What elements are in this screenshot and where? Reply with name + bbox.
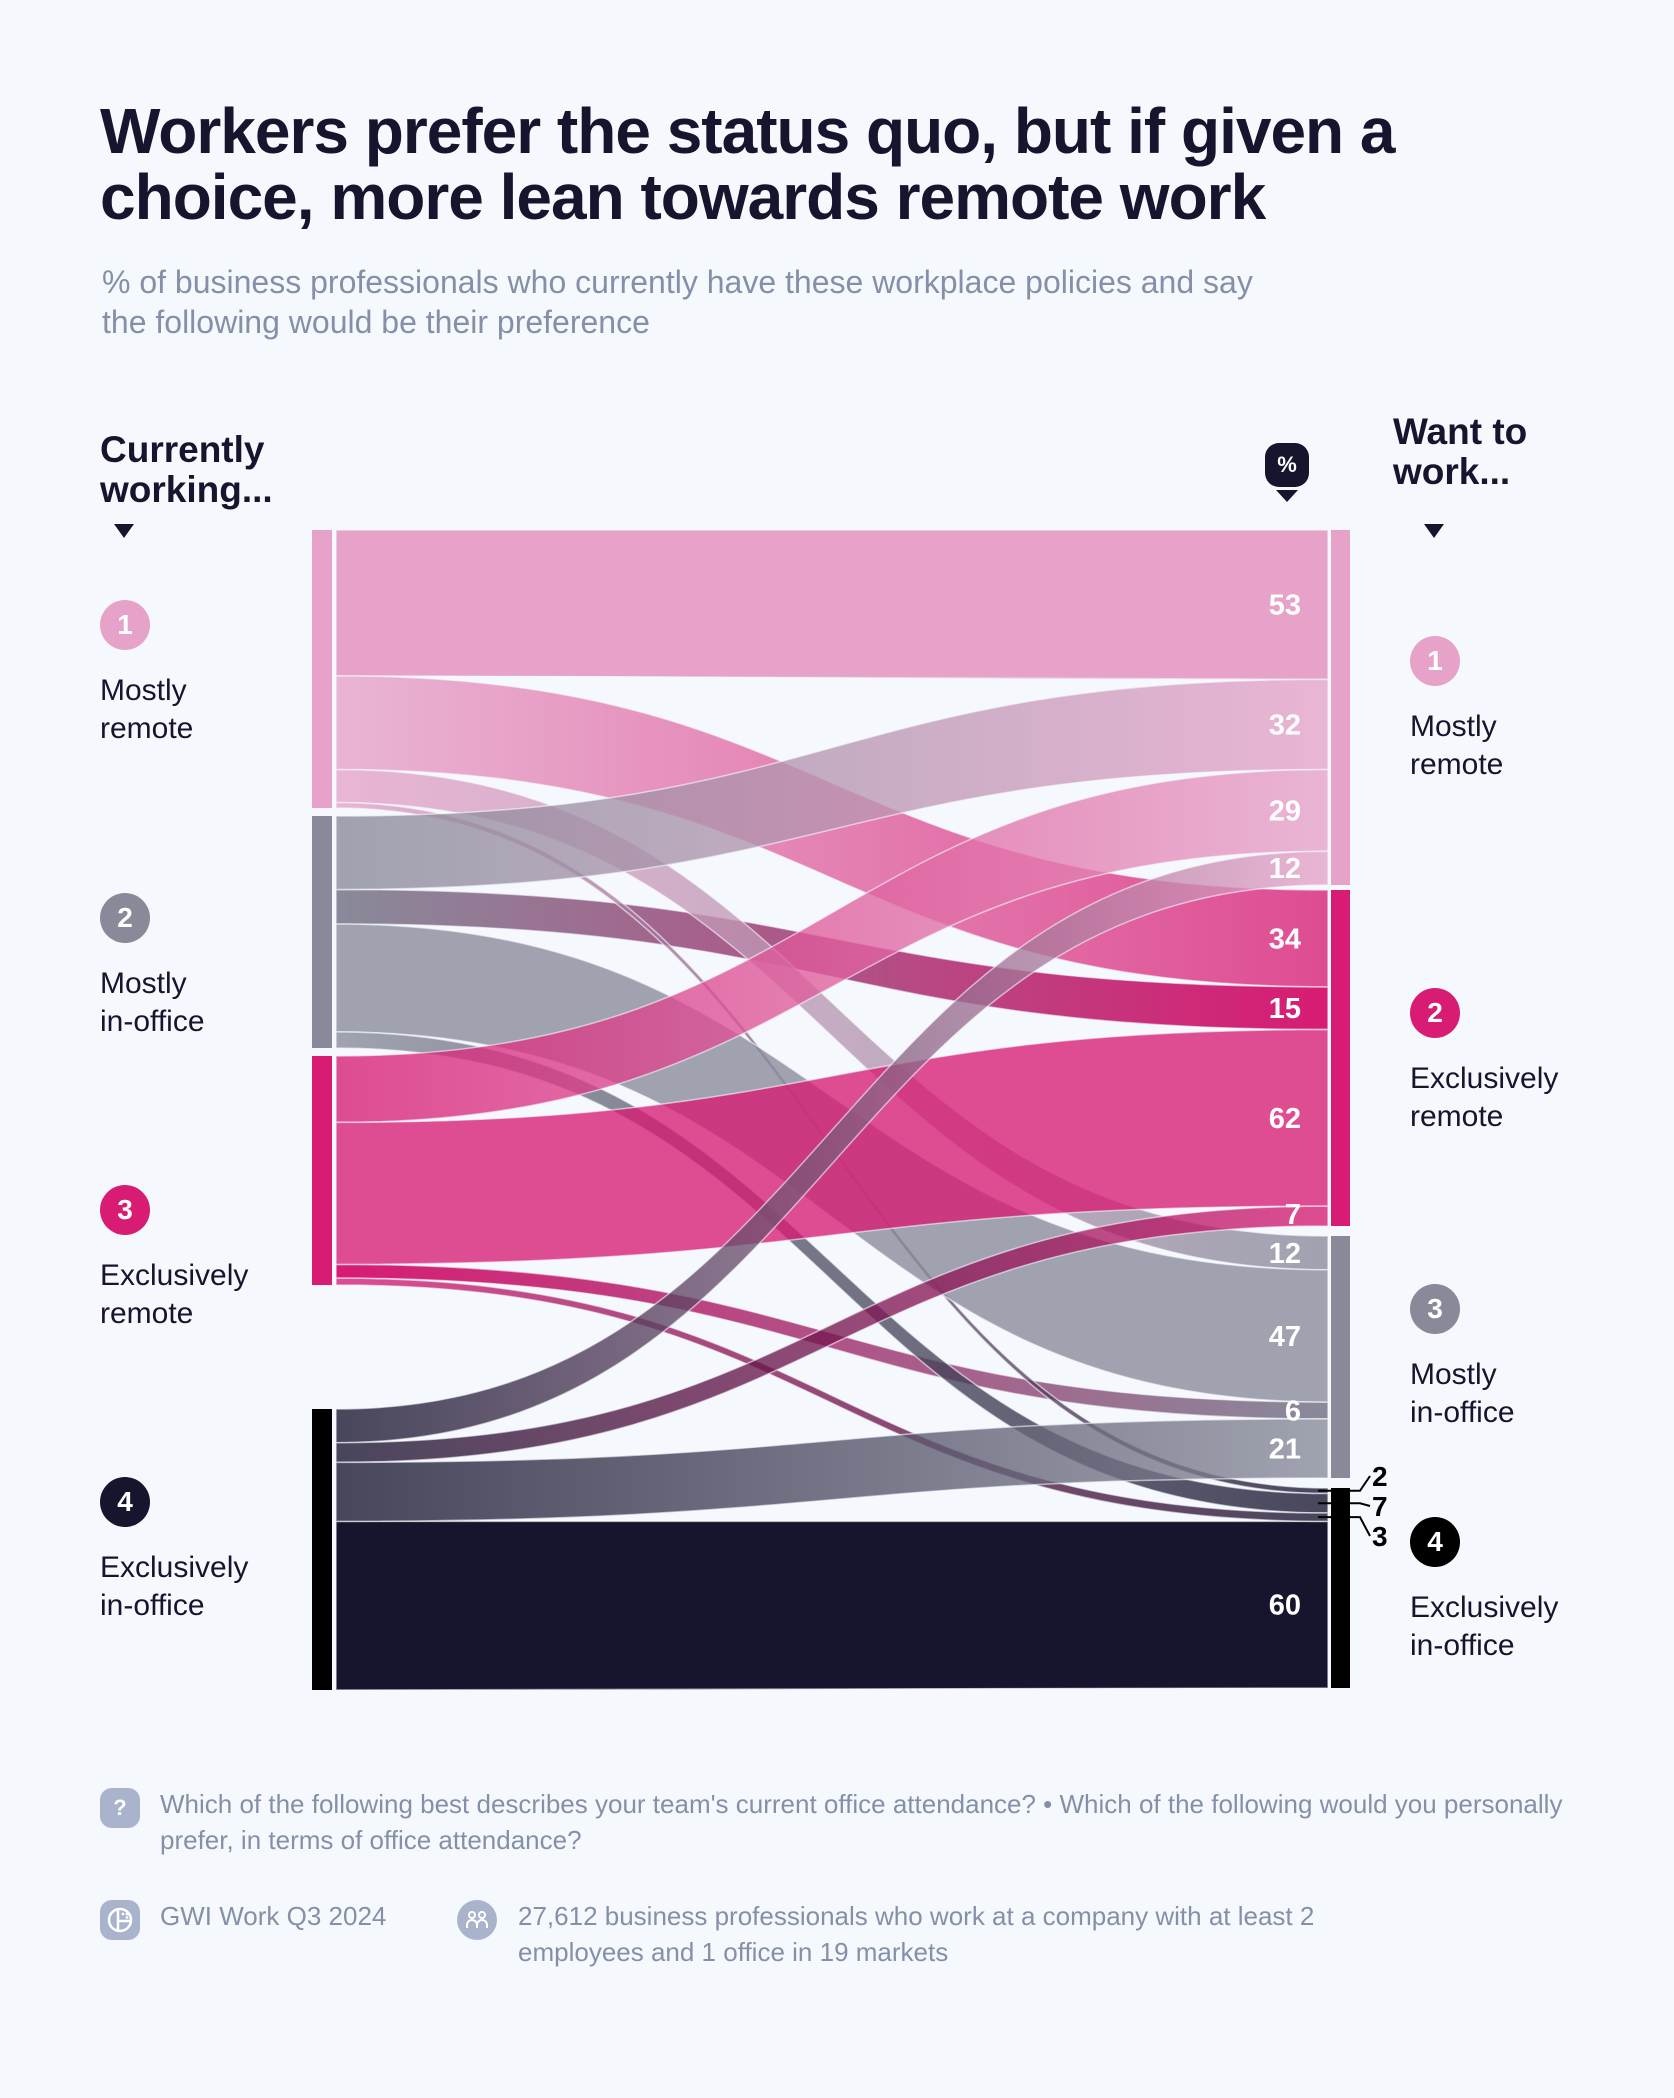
- right-node-mostly-remote: 1 Mostly remote: [1410, 636, 1610, 784]
- flow-value-label: 32: [1269, 709, 1301, 741]
- flow-value-label: 7: [1372, 1491, 1388, 1522]
- left-node-exclusively-remote: 3 Exclusively remote: [100, 1185, 300, 1333]
- sankey-flow: [335, 529, 1329, 681]
- node-label-line: Exclusively: [1410, 1591, 1559, 1624]
- flow-value-label: 3: [1372, 1521, 1388, 1552]
- source-node-bar: [312, 530, 332, 808]
- right-node-mostly-in-office: 3 Mostly in-office: [1410, 1284, 1610, 1432]
- sankey-flow: [335, 1277, 1329, 1523]
- sankey-flow: [335, 1418, 1329, 1523]
- node-label-line: Exclusively: [100, 1551, 249, 1584]
- node-label-line: Mostly: [1410, 710, 1497, 743]
- node-label-line: Mostly: [1410, 1358, 1497, 1391]
- target-node-bar: [1331, 890, 1350, 1226]
- node-number-badge: 3: [100, 1185, 150, 1235]
- survey-question: Which of the following best describes yo…: [160, 1789, 1563, 1855]
- flow-value-label: 60: [1269, 1590, 1301, 1622]
- sankey-flow: [335, 850, 1329, 1444]
- chart-title: Workers prefer the status quo, but if gi…: [100, 95, 1396, 233]
- node-label-line: Mostly: [100, 674, 187, 707]
- target-node-bar: [1331, 1488, 1350, 1688]
- left-node-mostly-in-office: 2 Mostly in-office: [100, 893, 300, 1041]
- question-icon: ?: [100, 1788, 140, 1828]
- right-column-heading: Want to work...: [1393, 411, 1528, 492]
- sample-description: 27,612 business professionals who work a…: [518, 1901, 1315, 1967]
- data-source: GWI Work Q3 2024: [160, 1901, 387, 1931]
- flow-value-label: 2: [1372, 1461, 1388, 1492]
- node-number-badge: 2: [1410, 988, 1460, 1038]
- flow-value-label: 62: [1269, 1103, 1301, 1135]
- leader-line: [1318, 1475, 1371, 1492]
- sankey-flow: [335, 1205, 1329, 1464]
- left-node-exclusively-in-office: 4 Exclusively in-office: [100, 1477, 300, 1625]
- left-heading-arrow-icon: [114, 524, 134, 538]
- source-node-bar: [312, 1056, 332, 1285]
- source-node-bar: [312, 1409, 332, 1690]
- node-label-line: Exclusively: [1410, 1062, 1559, 1095]
- right-node-exclusively-in-office: 4 Exclusively in-office: [1410, 1517, 1610, 1665]
- right-heading-arrow-icon: [1424, 524, 1444, 538]
- node-label-line: remote: [1410, 748, 1504, 781]
- node-number-badge: 4: [100, 1477, 150, 1527]
- target-node-bar: [1331, 1236, 1350, 1478]
- node-label-line: in-office: [1410, 1396, 1515, 1429]
- node-number-badge: 1: [1410, 636, 1460, 686]
- people-icon: [457, 1900, 497, 1940]
- percent-badge: %: [1265, 443, 1309, 487]
- flow-value-label: 34: [1269, 923, 1301, 955]
- flow-value-label: 7: [1285, 1199, 1301, 1231]
- flow-value-label: 6: [1285, 1395, 1301, 1427]
- leader-line: [1318, 1516, 1371, 1537]
- node-label-line: in-office: [100, 1589, 205, 1622]
- node-label-line: in-office: [100, 1005, 205, 1038]
- source-node-bar: [312, 816, 332, 1048]
- sankey-flow: [335, 1520, 1329, 1691]
- node-label-line: remote: [100, 1297, 194, 1330]
- node-number-badge: 4: [1410, 1517, 1460, 1567]
- chart-subtitle: % of business professionals who currentl…: [102, 264, 1253, 340]
- node-number-badge: 2: [100, 893, 150, 943]
- flow-value-label: 53: [1269, 590, 1301, 622]
- percent-badge-pointer-icon: [1276, 490, 1298, 502]
- left-node-mostly-remote: 1 Mostly remote: [100, 600, 300, 748]
- node-label-line: Exclusively: [100, 1259, 249, 1292]
- right-node-exclusively-remote: 2 Exclusively remote: [1410, 988, 1610, 1136]
- node-number-badge: 3: [1410, 1284, 1460, 1334]
- gwi-logo-icon: [100, 1900, 140, 1940]
- left-column-heading: Currently working...: [100, 429, 273, 510]
- target-node-bar: [1331, 530, 1350, 885]
- node-label-line: Mostly: [100, 967, 187, 1000]
- leader-line: [1318, 1502, 1371, 1507]
- flow-value-label: 12: [1269, 1238, 1301, 1270]
- node-number-badge: 1: [100, 600, 150, 650]
- flow-value-label: 29: [1269, 795, 1301, 827]
- flow-value-label: 15: [1269, 993, 1301, 1025]
- flow-value-label: 47: [1269, 1321, 1301, 1353]
- node-label-line: remote: [100, 712, 194, 745]
- node-label-line: remote: [1410, 1100, 1504, 1133]
- node-label-line: in-office: [1410, 1629, 1515, 1662]
- flow-value-label: 21: [1269, 1433, 1301, 1465]
- flow-value-label: 12: [1269, 853, 1301, 885]
